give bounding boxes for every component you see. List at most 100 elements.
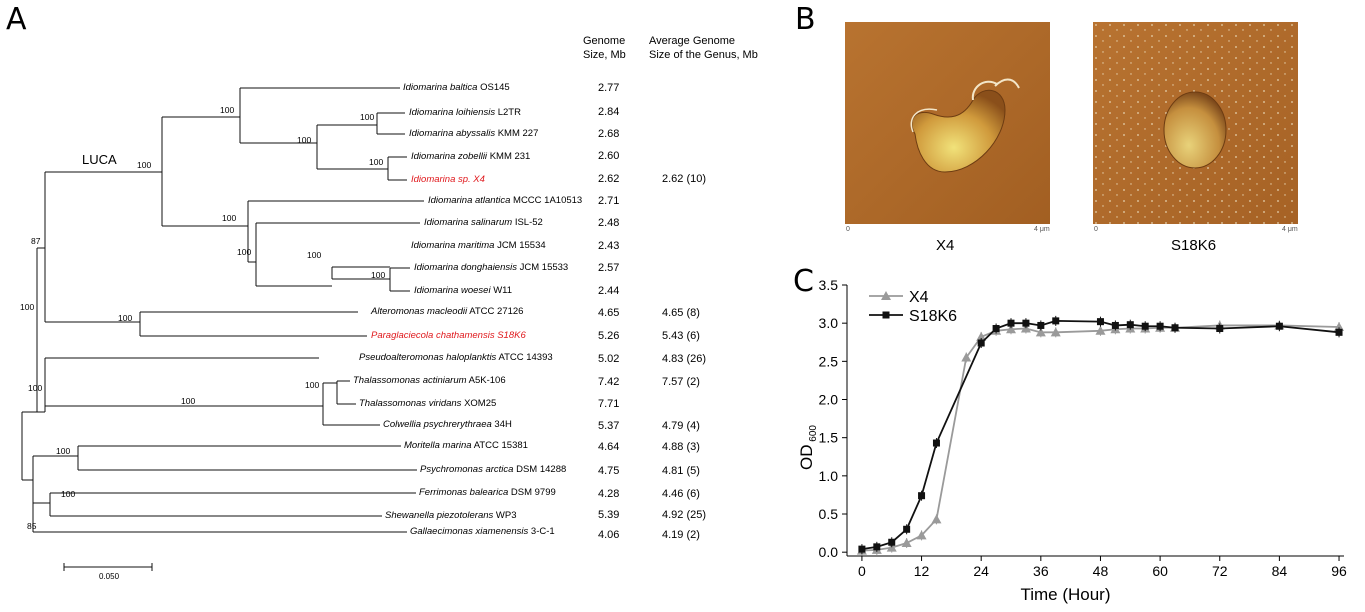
x-tick-label: 0 (858, 563, 866, 579)
data-point (931, 514, 942, 524)
data-point (916, 530, 927, 540)
panel-label-b: B (795, 2, 816, 37)
tree-branches (21, 87, 424, 571)
data-point (1171, 324, 1179, 332)
avg-genome-value: 4.81 (5) (662, 465, 700, 477)
taxon-label: Gallaecimonas xiamenensis 3-C-1 (410, 526, 555, 537)
y-axis-label: OD 600 (797, 425, 819, 470)
data-point (1275, 322, 1283, 330)
data-point (976, 331, 987, 341)
y-tick-label: 1.5 (819, 430, 839, 446)
genome-size-value: 2.71 (598, 195, 620, 207)
bootstrap-value: 100 (360, 112, 375, 122)
bootstrap-value: 100 (307, 250, 322, 260)
genome-size-value: 2.60 (598, 150, 620, 162)
taxon-label: Idiomarina zobellii KMM 231 (411, 151, 531, 162)
avg-genome-header: Average Genome Size of the Genus, Mb (649, 34, 758, 62)
data-point (873, 543, 881, 551)
taxon-label: Alteromonas macleodii ATCC 27126 (371, 306, 524, 317)
afm-scale-start-s18k6: 0 (1094, 226, 1098, 233)
y-tick-label: 1.0 (819, 468, 839, 484)
genome-size-value: 2.57 (598, 262, 620, 274)
taxon-label: Ferrimonas balearica DSM 9799 (419, 487, 556, 498)
data-point (1006, 324, 1017, 334)
genome-size-header: Genome Size, Mb (583, 34, 626, 62)
genome-size-value: 4.06 (598, 529, 620, 541)
genome-size-value: 4.64 (598, 441, 620, 453)
afm-scale-start-x4: 0 (846, 226, 850, 233)
y-tick-label: 0.0 (819, 544, 839, 560)
bootstrap-value: 100 (222, 213, 237, 223)
avg-genome-value: 4.46 (6) (662, 488, 700, 500)
scale-bar-label: 0.050 (99, 572, 120, 581)
data-point (1141, 322, 1149, 330)
bootstrap-value: 100 (371, 270, 386, 280)
taxon-label: Idiomarina loihiensis L2TR (409, 107, 521, 118)
taxon-label: Thalassomonas actiniarum A5K-106 (353, 375, 506, 386)
genome-size-value: 7.42 (598, 376, 620, 388)
bootstrap-value: 100 (61, 489, 76, 499)
bootstrap-value: 87 (31, 236, 41, 246)
genome-size-value: 2.68 (598, 128, 620, 140)
data-point (1022, 319, 1030, 327)
taxon-label: Idiomarina salinarum ISL-52 (424, 217, 543, 228)
afm-scale-end-s18k6: 4 μm (1282, 226, 1298, 233)
data-point (1096, 318, 1104, 326)
data-point (1007, 319, 1015, 327)
bootstrap-value: 100 (237, 247, 252, 257)
data-point (1216, 325, 1224, 333)
data-point (1334, 321, 1345, 331)
x-tick-label: 72 (1212, 563, 1228, 579)
taxon-label: Shewanella piezotolerans WP3 (385, 510, 517, 521)
afm-caption-s18k6: S18K6 (1171, 237, 1217, 254)
bootstrap-value: 100 (305, 380, 320, 390)
data-point (1156, 322, 1164, 330)
data-point (1335, 328, 1343, 336)
bootstrap-value: 100 (56, 446, 71, 456)
data-point (932, 439, 940, 447)
afm-image-s18k6 (1093, 22, 1298, 224)
bootstrap-value: 100 (181, 396, 196, 406)
data-point (1111, 321, 1119, 329)
data-point (918, 492, 926, 500)
x-tick-label: 36 (1033, 563, 1049, 579)
genome-size-value: 2.43 (598, 240, 620, 252)
legend-marker (881, 291, 891, 300)
x-tick-label: 24 (973, 563, 989, 579)
taxon-label-highlight: Idiomarina sp. X4 (411, 174, 485, 185)
taxon-label: Moritella marina ATCC 15381 (404, 440, 528, 451)
avg-genome-value: 5.43 (6) (662, 330, 700, 342)
taxon-label: Idiomarina woesei W11 (414, 285, 513, 296)
genome-size-value: 2.44 (598, 285, 620, 297)
panel-label-c: C (793, 264, 814, 299)
data-point (1035, 327, 1046, 337)
avg-genome-value: 4.19 (2) (662, 529, 700, 541)
afm-caption-x4: X4 (936, 237, 955, 254)
x-tick-label: 96 (1331, 563, 1347, 579)
avg-genome-value: 4.92 (25) (662, 509, 707, 521)
y-tick-label: 2.5 (819, 353, 839, 369)
genome-size-value: 2.84 (598, 106, 620, 118)
avg-genome-value: 4.79 (4) (662, 420, 700, 432)
genome-size-value: 7.71 (598, 398, 620, 410)
data-point (977, 339, 985, 347)
taxon-label: Idiomarina donghaiensis JCM 15533 (414, 262, 569, 273)
data-point (1095, 325, 1106, 335)
taxon-label: Idiomarina atlantica MCCC 1A10513 (428, 195, 583, 206)
phylogenetic-tree (21, 87, 424, 571)
taxon-label: Pseudoalteromonas haloplanktis ATCC 1439… (359, 352, 553, 363)
afm-scale-end-x4: 4 μm (1034, 226, 1050, 233)
bootstrap-value: 100 (297, 135, 312, 145)
data-point (961, 352, 972, 362)
bootstrap-value: 100 (137, 160, 152, 170)
data-point (903, 525, 911, 533)
bootstrap-value: 85 (27, 521, 37, 531)
genome-size-value: 4.65 (598, 307, 620, 319)
avg-genome-value: 7.57 (2) (662, 376, 700, 388)
data-point (1050, 327, 1061, 337)
genome-size-value: 2.48 (598, 217, 620, 229)
data-point (858, 545, 866, 553)
avg-genome-value: 4.83 (26) (662, 353, 707, 365)
genome-size-value: 2.77 (598, 82, 620, 94)
x-tick-label: 60 (1152, 563, 1168, 579)
